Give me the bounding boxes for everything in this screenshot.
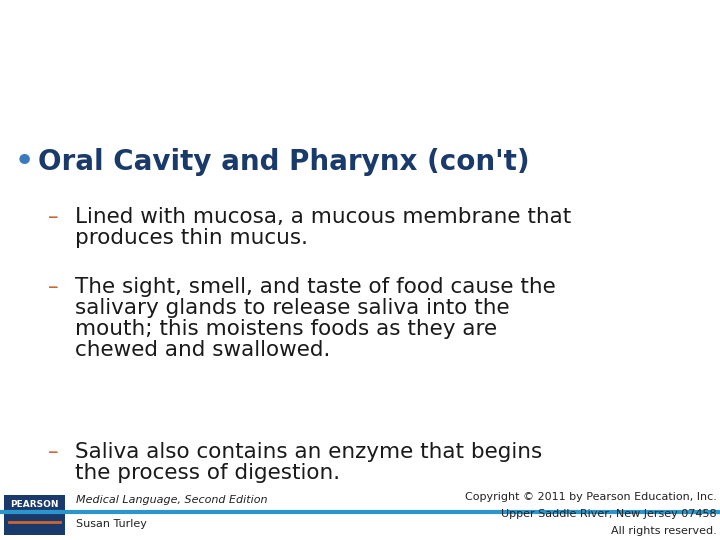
- Text: The sight, smell, and taste of food cause the: The sight, smell, and taste of food caus…: [75, 278, 556, 298]
- Text: Oral Cavity and Pharynx (con't): Oral Cavity and Pharynx (con't): [38, 148, 530, 176]
- Text: Medical Language, Second Edition: Medical Language, Second Edition: [76, 495, 267, 505]
- Text: –: –: [48, 278, 58, 298]
- Text: the process of digestion.: the process of digestion.: [75, 463, 340, 483]
- Text: Saliva also contains an enzyme that begins: Saliva also contains an enzyme that begi…: [75, 442, 542, 462]
- FancyBboxPatch shape: [4, 495, 65, 536]
- Text: salivary glands to release saliva into the: salivary glands to release saliva into t…: [75, 298, 510, 318]
- Text: System (con't): System (con't): [189, 82, 531, 124]
- Text: –: –: [48, 442, 58, 462]
- Text: chewed and swallowed.: chewed and swallowed.: [75, 340, 330, 360]
- Text: Susan Turley: Susan Turley: [76, 519, 146, 529]
- Text: Anatomy of the Gastrointestinal: Anatomy of the Gastrointestinal: [0, 25, 720, 68]
- Text: Lined with mucosa, a mucous membrane that: Lined with mucosa, a mucous membrane tha…: [75, 207, 571, 227]
- Text: mouth; this moistens foods as they are: mouth; this moistens foods as they are: [75, 319, 497, 339]
- Text: •: •: [14, 145, 35, 179]
- Text: Upper Saddle River, New Jersey 07458: Upper Saddle River, New Jersey 07458: [501, 509, 716, 519]
- Text: PEARSON: PEARSON: [10, 501, 58, 509]
- Text: Copyright © 2011 by Pearson Education, Inc.: Copyright © 2011 by Pearson Education, I…: [464, 492, 716, 503]
- Text: –: –: [48, 207, 58, 227]
- Text: All rights reserved.: All rights reserved.: [611, 526, 716, 537]
- Text: produces thin mucus.: produces thin mucus.: [75, 228, 308, 248]
